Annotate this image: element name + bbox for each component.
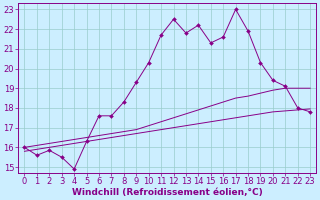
X-axis label: Windchill (Refroidissement éolien,°C): Windchill (Refroidissement éolien,°C) [72, 188, 263, 197]
